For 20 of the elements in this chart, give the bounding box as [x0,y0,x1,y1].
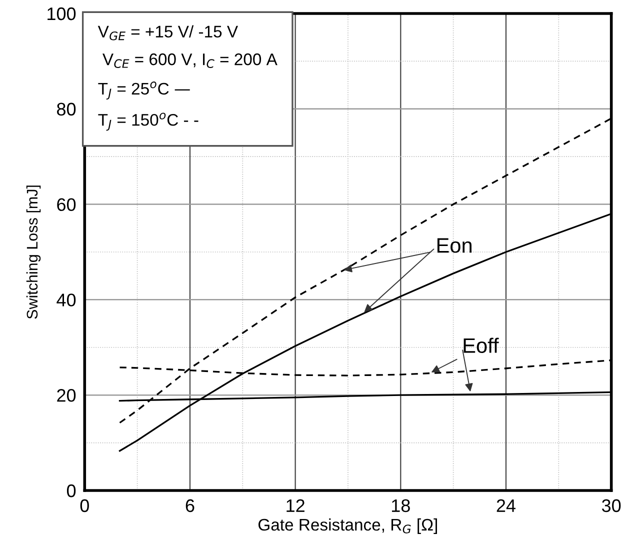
y-tick-label: 80 [57,102,76,116]
x-tick-label: 24 [496,499,516,512]
y-tick-label: 20 [57,389,76,402]
y-tick-label: 60 [57,198,76,211]
y-tick-label: 100 [48,7,76,20]
y-tick-label: 0 [66,484,76,498]
x-tick-label: 30 [602,499,621,512]
x-tick-label: 0 [80,499,89,512]
annotation: Eoff [464,338,499,353]
annotation: T$_{J}$ = 150$^{o}$C - - [98,112,198,131]
x-tick-label: 18 [392,499,410,512]
annotation: Eon [437,238,472,253]
y-tick-label: 40 [56,294,76,306]
x-tick-label: 6 [186,499,194,512]
x-tick-label: 12 [286,499,304,512]
x-axis-title: Gate Resistance, R$_{G}$ [Ω] [258,518,437,534]
annotation: V$_{GE}$ = +15 V/ -15 V [98,25,238,40]
annotation: T$_{J}$ = 25$^{o}$C — [98,82,190,100]
annotation: V$_{CE}$ = 600 V, I$_{C}$ = 200 A [102,53,278,68]
y-axis-title: Switching Loss [mJ] [26,186,41,319]
